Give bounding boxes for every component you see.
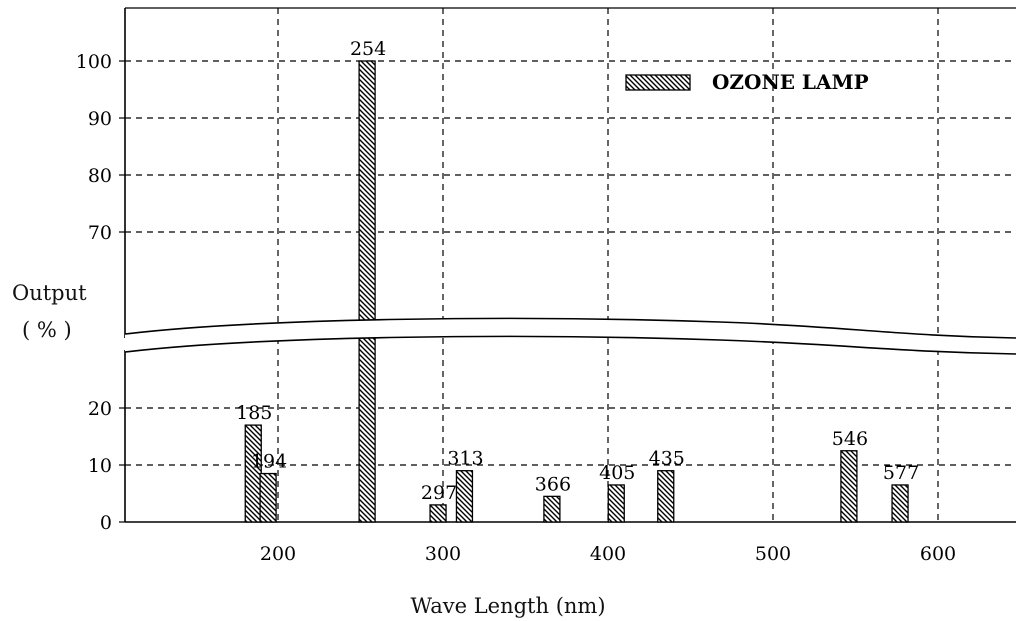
y-axis-label: Output — [12, 281, 87, 305]
bar-label-405: 405 — [599, 462, 635, 484]
bar-label-185: 185 — [236, 402, 272, 424]
y-tick-label: 70 — [88, 222, 112, 244]
bar-366 — [543, 495, 561, 523]
bar-label-577: 577 — [883, 462, 919, 484]
x-tick-label: 600 — [920, 543, 956, 565]
y-tick-label: 10 — [88, 455, 112, 477]
bar-254 — [358, 60, 376, 523]
axis-break-line-upper — [124, 317, 1016, 339]
y-axis-unit: ( % ) — [22, 318, 72, 342]
x-tick-labels: 200 300 400 500 600 — [260, 543, 956, 565]
bar-label-194: 194 — [251, 451, 287, 473]
bar-label-366: 366 — [535, 473, 571, 495]
x-tick-label: 400 — [590, 543, 626, 565]
bar-577 — [891, 484, 909, 523]
legend-swatch — [625, 74, 691, 91]
bar-194 — [259, 472, 277, 523]
x-axis-label: Wave Length (nm) — [410, 594, 606, 618]
x-tick-label: 300 — [425, 543, 461, 565]
axis-break-line-lower — [124, 335, 1016, 355]
x-tick-label: 500 — [755, 543, 791, 565]
bar-label-254: 254 — [350, 38, 386, 60]
bar-label-313: 313 — [447, 448, 483, 470]
bar-label-435: 435 — [649, 448, 685, 470]
x-tick-label: 200 — [260, 543, 296, 565]
bar-405 — [607, 484, 625, 523]
y-tick-label: 0 — [100, 512, 112, 534]
bar-label-546: 546 — [832, 428, 868, 450]
bar-546 — [840, 450, 858, 523]
bar-297 — [429, 504, 447, 523]
y-tick-label: 100 — [76, 51, 112, 73]
y-tick-label: 80 — [88, 165, 112, 187]
legend-label: OZONE LAMP — [712, 70, 869, 94]
bar-313 — [455, 470, 474, 523]
grid — [125, 8, 1016, 522]
y-tick-labels: 0 10 20 70 80 90 100 — [76, 51, 125, 534]
bar-label-297: 297 — [421, 482, 457, 504]
bar-435 — [657, 470, 675, 523]
axis-break — [124, 317, 1016, 355]
y-tick-label: 20 — [88, 398, 112, 420]
bar-labels: 185 194 254 297 313 366 405 435 546 577 — [236, 38, 919, 504]
bars — [244, 60, 909, 523]
legend: OZONE LAMP — [625, 70, 869, 94]
y-tick-label: 90 — [88, 108, 112, 130]
bar-185 — [244, 424, 262, 523]
